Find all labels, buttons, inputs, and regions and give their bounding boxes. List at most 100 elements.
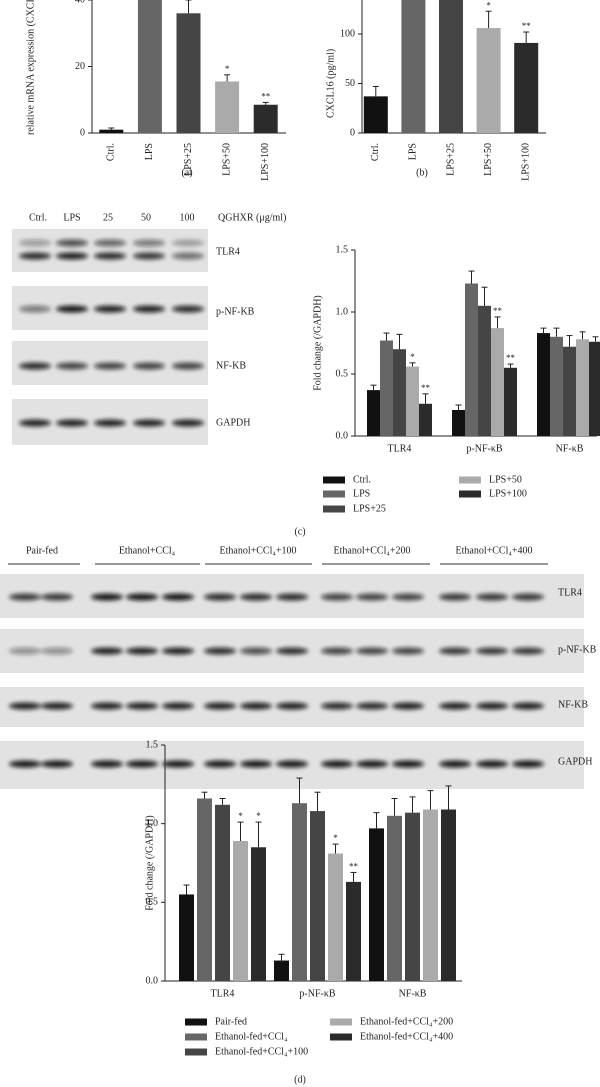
blot-band (321, 647, 353, 655)
blot-band (19, 239, 51, 247)
blot-band (276, 647, 308, 655)
blot-band (126, 760, 158, 768)
legend-swatch (330, 1033, 352, 1041)
significance-mark: ** (522, 21, 532, 31)
error-bar (183, 884, 190, 895)
error-bar (108, 127, 115, 130)
bar (346, 881, 361, 981)
blot-band (476, 593, 508, 601)
bar (215, 81, 240, 133)
blot-band (56, 252, 88, 260)
bar (274, 960, 289, 981)
legend-label: LPS (353, 488, 370, 499)
row-label: NF-KB (216, 360, 246, 371)
blot-bands (19, 419, 204, 427)
blot-band (19, 419, 51, 427)
blot-band (240, 593, 272, 601)
blot-band (126, 593, 158, 601)
x-tick-label: LPS (144, 143, 155, 160)
x-tick-label: LPS+25 (445, 143, 456, 176)
y-tick-label: 0 (350, 127, 355, 138)
significance-mark: ** (506, 353, 516, 363)
blot-band (94, 239, 126, 247)
blot-band (392, 760, 424, 768)
blot-band (392, 593, 424, 601)
error-bar (219, 797, 226, 805)
blot-band (9, 593, 41, 601)
error-bar (579, 331, 586, 340)
row-label: GAPDH (216, 417, 250, 428)
row-label: p-NF-KB (558, 644, 597, 655)
legend-label: Pair-fed (215, 1016, 247, 1027)
legend-swatch (323, 490, 345, 498)
y-tick-label: 0 (80, 127, 85, 138)
blot-band (356, 647, 388, 655)
legend-label: LPS+25 (353, 503, 386, 514)
blot-band (392, 702, 424, 710)
blot-band (476, 702, 508, 710)
error-bar (468, 270, 475, 284)
significance-mark: ** (261, 91, 271, 101)
y-axis-label: CXCL16 (pg/ml) (325, 49, 336, 118)
blot-band (162, 702, 194, 710)
blot-band (41, 647, 73, 655)
y-axis-label: Fold change (/GAPDH) (144, 815, 155, 911)
row-label: GAPDH (558, 756, 592, 767)
row-label: p-NF-KB (216, 306, 255, 317)
blot-band (94, 419, 126, 427)
x-tick-label: p-NF-κB (299, 988, 335, 999)
legend-swatch (185, 1033, 207, 1041)
significance-mark: * (410, 352, 415, 362)
blot-band (276, 702, 308, 710)
blot-band (476, 647, 508, 655)
error-bar (592, 336, 599, 342)
error-bar (523, 31, 530, 43)
blot-bands (9, 760, 544, 768)
blot-band (439, 593, 471, 601)
blot-band (356, 593, 388, 601)
error-bar (396, 333, 403, 350)
blot-bands (19, 305, 204, 313)
error-bar (314, 791, 321, 812)
y-axis-label: Fold change (/GAPDH) (312, 295, 323, 391)
lane-label: 25 (103, 212, 113, 223)
bar (514, 42, 539, 133)
bar (179, 894, 194, 981)
bar (387, 815, 402, 981)
blot-band (204, 702, 236, 710)
blot-band (512, 702, 544, 710)
bar (380, 340, 393, 436)
blot-band (204, 647, 236, 655)
bar (439, 0, 463, 133)
bar (363, 96, 388, 133)
blot-band (19, 252, 51, 260)
bar (491, 328, 504, 436)
blot-band (56, 239, 88, 247)
error-bar (296, 777, 303, 804)
bar (452, 409, 465, 436)
group-label: Pair-fed (26, 545, 58, 556)
row-label: NF-KB (558, 699, 588, 710)
y-tick-label: 1.5 (336, 244, 349, 255)
panel-label: (d) (294, 1074, 306, 1085)
error-bar (445, 785, 452, 810)
blot-band (41, 760, 73, 768)
bar (292, 803, 307, 981)
legend-swatch (323, 476, 345, 484)
blot-bands (19, 362, 204, 370)
y-tick-label: 100 (340, 28, 355, 39)
x-tick-label: LPS (408, 143, 419, 160)
bar (419, 403, 432, 436)
error-bar (237, 821, 244, 841)
bar (576, 339, 589, 436)
blot-band (133, 239, 165, 247)
blot-band (172, 305, 204, 313)
error-bar (373, 812, 380, 829)
error-bar (332, 843, 339, 854)
x-tick-label: Ctrl. (370, 143, 381, 161)
blot-band (133, 362, 165, 370)
bar (137, 0, 162, 133)
lane-label: Ctrl. (29, 212, 47, 223)
bar (476, 28, 501, 134)
y-tick-label: 0.0 (146, 975, 159, 986)
